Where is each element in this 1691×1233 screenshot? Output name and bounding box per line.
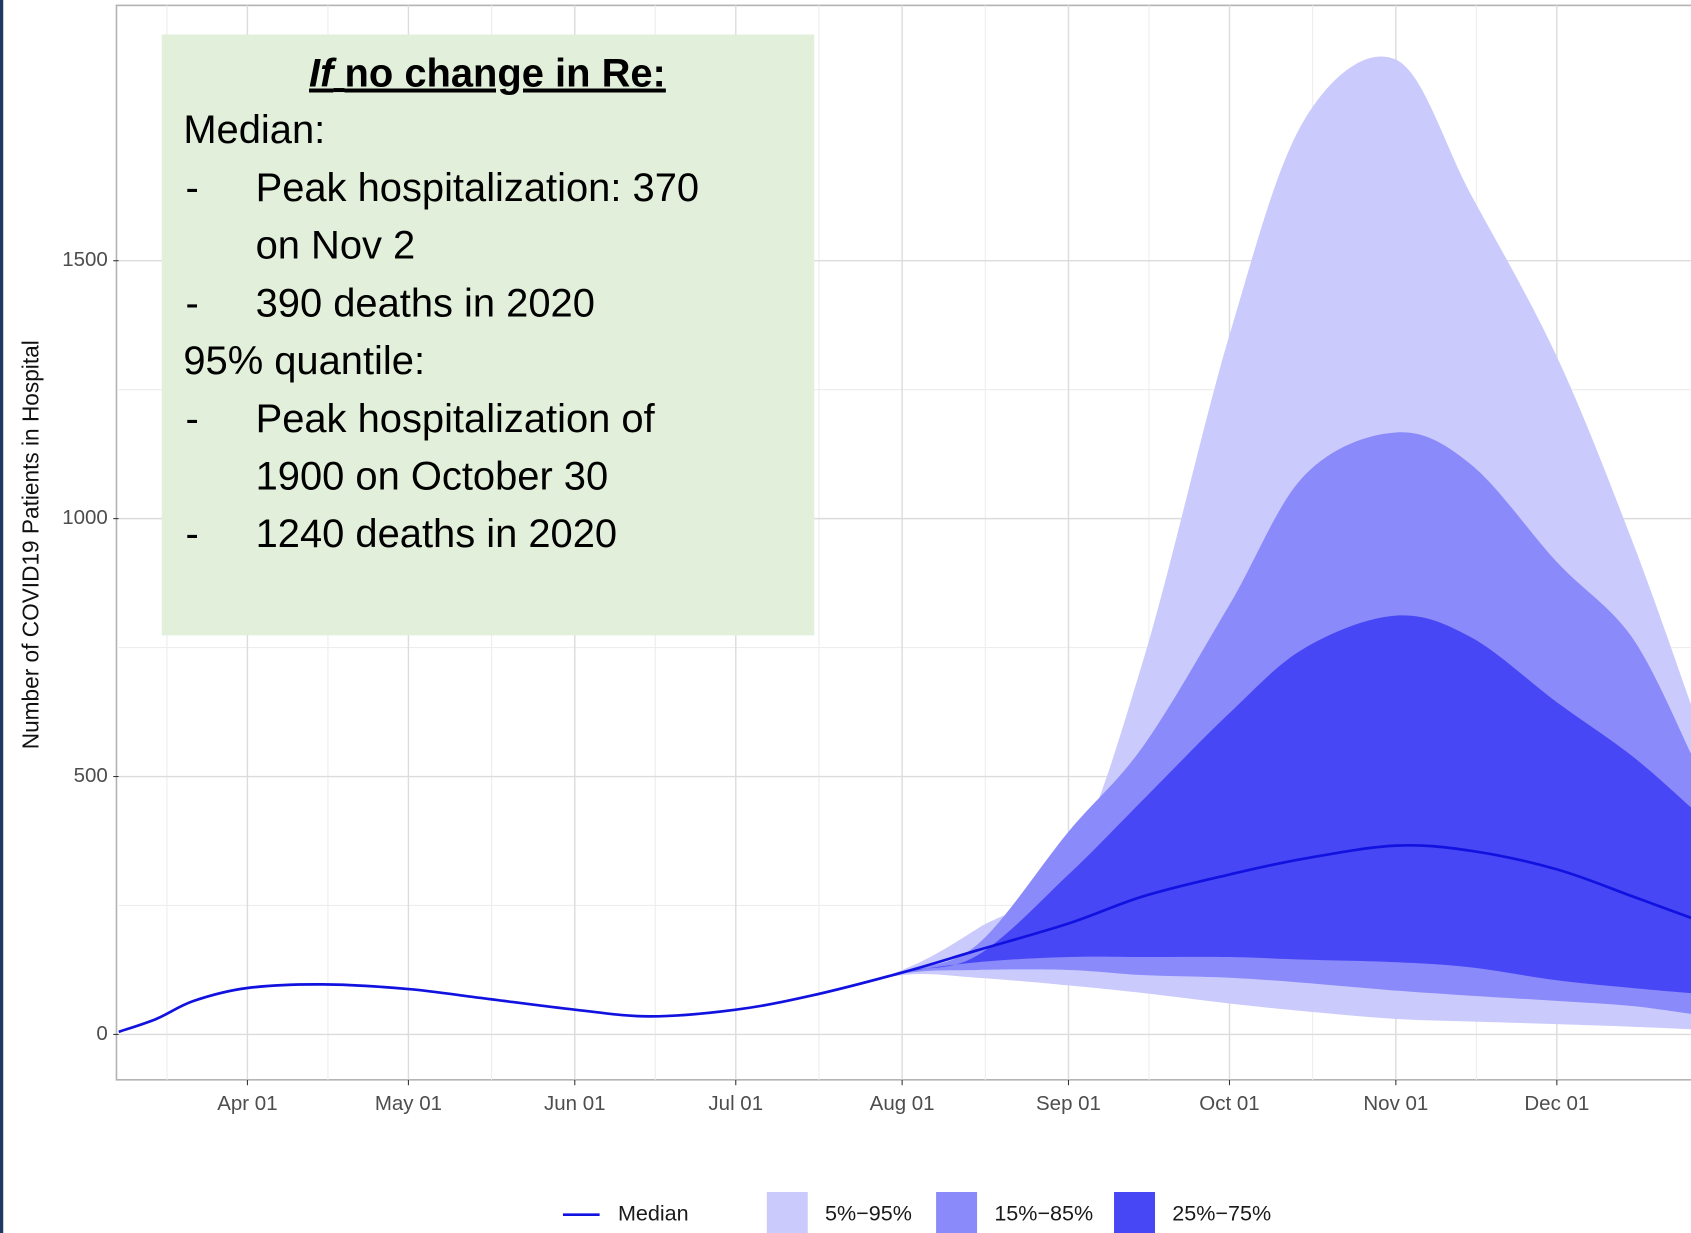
legend-swatch [936, 1192, 978, 1233]
annotation-heading: Median: [183, 108, 325, 152]
plot-area [118, 56, 1691, 1034]
annotation-line: on Nov 2 [256, 224, 416, 268]
legend-label: 25%−75% [1172, 1200, 1271, 1225]
annotation-box [161, 34, 815, 636]
legend: Median 5%−95% 15%−85% 25%−75% [562, 1192, 1271, 1233]
legend-label: Median [618, 1200, 689, 1225]
y-tick-label: 500 [74, 764, 108, 787]
legend-swatch [766, 1192, 808, 1233]
x-tick-label: Sep 01 [1036, 1092, 1101, 1115]
annotation-title-italic: If [309, 51, 337, 95]
y-axis-label: Number of COVID19 Patients in Hospital [17, 340, 43, 749]
annotation-line: Peak hospitalization: 370 [256, 166, 699, 210]
annotation-title-rest: no change in Re: [345, 51, 666, 95]
x-tick-label: Nov 01 [1363, 1092, 1428, 1115]
annotation-body: Median: - Peak hospitalization: 370 on Nov … [183, 108, 699, 556]
y-tick-label: 1500 [62, 248, 108, 271]
annotation: If no change in Re: Median: - Peak hospita… [161, 34, 815, 636]
y-tick-label: 0 [96, 1022, 107, 1045]
annotation-line: 1240 deaths in 2020 [256, 512, 618, 556]
band [118, 615, 1691, 1032]
x-tick-label: Dec 01 [1524, 1092, 1589, 1115]
annotation-line: 1900 on October 30 [256, 455, 609, 499]
y-tick-label: 1000 [62, 506, 108, 529]
annotation-heading: 95% quantile: [183, 339, 425, 383]
annotation-bullet: - [185, 512, 198, 556]
annotation-bullet: - [185, 397, 198, 441]
x-tick-label: Oct 01 [1199, 1092, 1259, 1115]
x-tick-label: May 01 [375, 1092, 442, 1115]
x-tick-label: Apr 01 [217, 1092, 277, 1115]
x-tick-label: Jul 01 [708, 1092, 763, 1115]
left-border [0, 0, 4, 1233]
legend-swatch [1114, 1192, 1156, 1233]
median-line [118, 843, 1691, 1034]
annotation-bullet: - [185, 281, 198, 325]
annotation-line: Peak hospitalization of [256, 397, 656, 441]
annotation-bullet: - [185, 166, 198, 210]
x-tick-label: Aug 01 [870, 1092, 935, 1115]
legend-label: 5%−95% [825, 1200, 912, 1225]
annotation-line: 390 deaths in 2020 [256, 281, 595, 325]
legend-label: 15%−85% [994, 1200, 1093, 1225]
x-tick-label: Jun 01 [544, 1092, 606, 1115]
annotation-title: If no change in Re: [309, 51, 666, 95]
